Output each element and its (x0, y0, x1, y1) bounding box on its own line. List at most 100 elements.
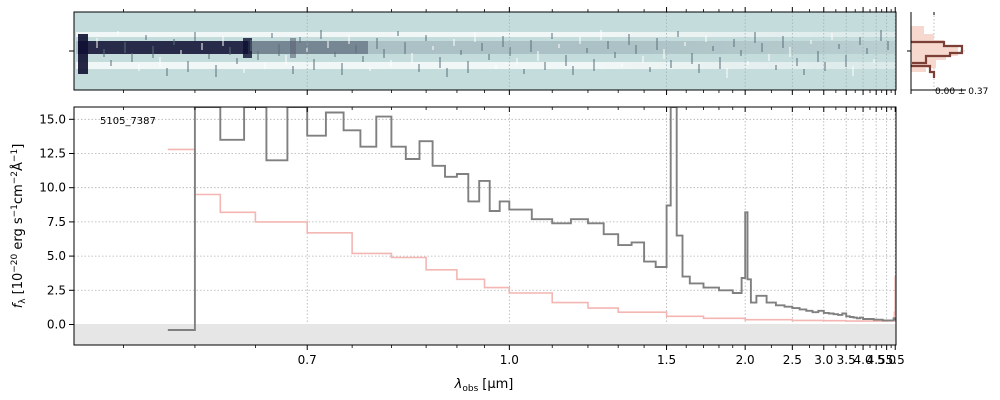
main-ticks (69, 107, 896, 350)
y-tick-label: 15.0 (39, 112, 66, 126)
y-tick-label: 0.0 (47, 317, 66, 331)
trace-speckle (663, 49, 665, 59)
trace-speckle (271, 33, 273, 38)
trace-speckle (369, 67, 371, 71)
y-tick-label: 10.0 (39, 181, 66, 195)
trace-speckle (327, 41, 329, 48)
trace-edge (78, 34, 88, 74)
y-tick-label: 2.5 (47, 283, 66, 297)
trace-speckle (712, 46, 714, 51)
trace-speckle (628, 34, 630, 45)
trace-speckle (775, 65, 777, 70)
trace-speckle (544, 62, 546, 70)
trace-speckle (600, 30, 602, 40)
x-tick-label: 2.0 (736, 353, 755, 367)
trace-speckle (383, 49, 385, 58)
trace-speckle (453, 39, 455, 46)
object-label: 5105_7387 (100, 116, 156, 127)
trace-speckle (362, 56, 364, 62)
trace-speckle (117, 31, 119, 35)
trace-speckle (474, 32, 476, 42)
zero-level-band (74, 324, 896, 345)
spectrum-2d-gridlines (306, 12, 896, 90)
trace-speckle (838, 44, 840, 49)
trace-speckle (495, 65, 497, 69)
trace-speckle (649, 67, 651, 72)
trace-speckle (530, 40, 532, 52)
trace-speckle (726, 68, 728, 78)
trace-speckle (873, 59, 875, 63)
trace-speckle (691, 53, 693, 64)
trace-speckle (306, 48, 308, 52)
trace-speckle (208, 54, 210, 59)
trace-speckle (425, 35, 427, 41)
trace-speckle (152, 46, 154, 58)
trace-speckle (782, 36, 784, 48)
y-tick-label: 5.0 (47, 249, 66, 263)
main-frame (73, 106, 897, 346)
trace-speckle (110, 60, 112, 66)
histogram-line (911, 40, 964, 78)
trace-lower-band (76, 62, 896, 69)
trace-speckle (586, 48, 588, 53)
x-tick-label: 2.5 (783, 353, 802, 367)
trace-speckle (292, 66, 294, 74)
trace-speckle (124, 42, 126, 53)
x-tick-label: 4.0 (854, 353, 873, 367)
x-tick-label: 5.5 (886, 353, 905, 367)
trace-speckle (166, 68, 168, 76)
trace-speckle (719, 57, 721, 69)
trace-speckle (348, 34, 350, 44)
trace-speckle (593, 59, 595, 71)
trace-speckle (565, 55, 567, 66)
trace-speckle (418, 64, 420, 72)
trace-speckle (670, 60, 672, 68)
trace-speckle (390, 60, 392, 67)
trace-speckle (250, 40, 252, 51)
x-tick-label: 1.5 (657, 353, 676, 367)
trace-speckle (103, 49, 105, 57)
trace-speckle (516, 58, 518, 65)
trace-speckle (222, 36, 224, 46)
trace-speckle (376, 38, 378, 49)
trace-speckle (285, 55, 287, 65)
trace-speckle (635, 45, 637, 54)
trace-speckle (684, 42, 686, 46)
trace-speckle (201, 43, 203, 50)
trace-speckle (131, 53, 133, 62)
trace-speckle (264, 62, 266, 69)
flux-series-line (167, 107, 896, 331)
trace-bright-core (78, 41, 248, 54)
trace-speckle (698, 64, 700, 73)
x-tick-label: 0.7 (298, 353, 317, 367)
trace-speckle (747, 61, 749, 65)
y-tick-labels: 0.0 2.5 5.0 7.5 10.0 12.5 15.0 (39, 112, 66, 331)
trace-speckle (187, 61, 189, 72)
trace-speckle (754, 32, 756, 43)
trace-speckle (579, 37, 581, 44)
trace-speckle (243, 69, 245, 73)
trace-speckle (432, 46, 434, 50)
trace-speckle (509, 47, 511, 56)
trace-speckle (789, 47, 791, 57)
trace-speckle (523, 69, 525, 74)
trace-speckle (859, 37, 861, 45)
trace-speckle (278, 44, 280, 56)
y-axis-label: fλ[10−20 erg s−1cm−2Å−1] (10, 144, 28, 309)
trace-speckle (852, 66, 854, 76)
trace-speckle (320, 30, 322, 39)
trace-speckle (411, 53, 413, 63)
trace-speckle (502, 36, 504, 47)
trace-speckle (796, 58, 798, 66)
y-tick-label: 12.5 (39, 147, 66, 161)
trace-speckle (439, 57, 441, 68)
trace-speckle (334, 52, 336, 57)
spectrum-2d-ticks (69, 7, 896, 95)
x-tick-label: 3.0 (814, 353, 833, 367)
trace-speckle (880, 30, 882, 41)
trace-speckle (180, 50, 182, 54)
histogram-stats-label: 0.00 ± 0.37 (935, 87, 988, 97)
x-tick-label: 1.0 (500, 353, 519, 367)
trace-speckle (229, 47, 231, 55)
